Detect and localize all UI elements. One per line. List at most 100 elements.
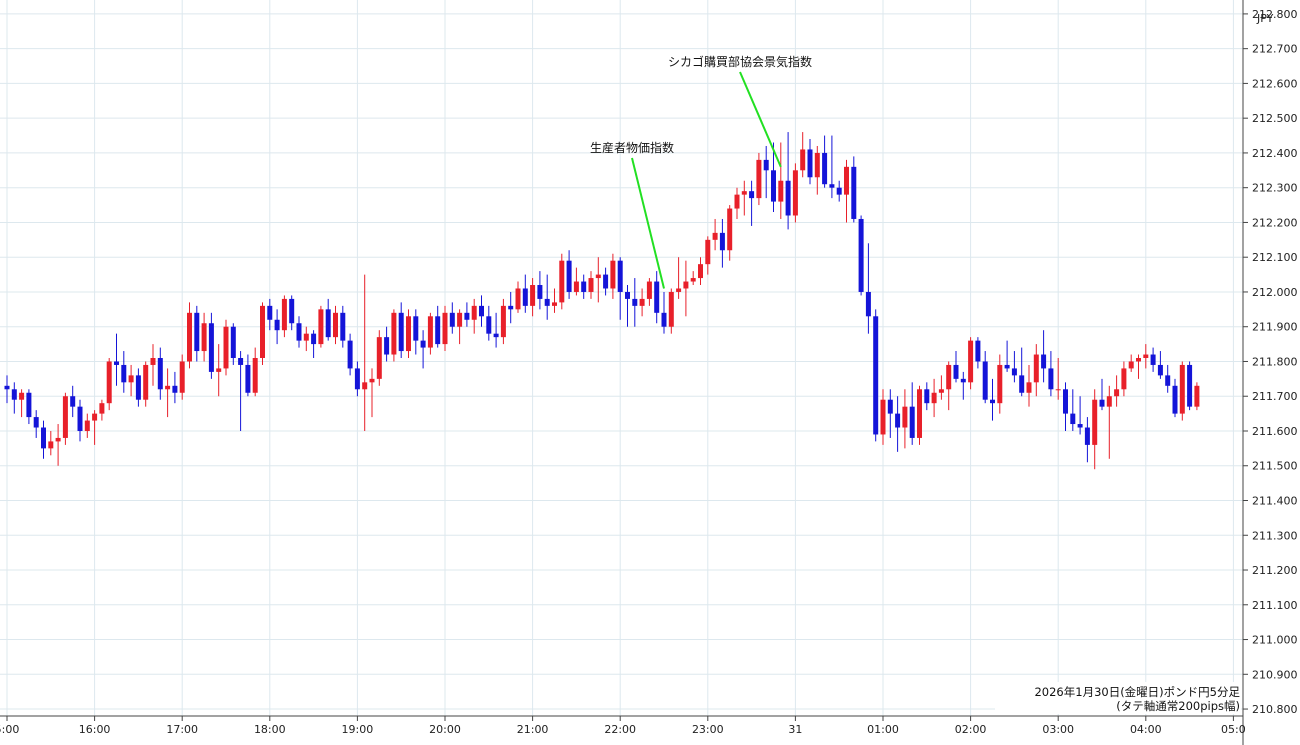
candle-body-down bbox=[1099, 399, 1105, 407]
candle-body-down bbox=[508, 305, 514, 310]
x-tick-label: 05:0 bbox=[1221, 723, 1246, 736]
candle-body-down bbox=[1063, 389, 1068, 414]
candle-body-down bbox=[267, 305, 273, 320]
y-tick-label: 212.000 bbox=[1252, 286, 1298, 299]
candle-body-up bbox=[595, 274, 601, 279]
x-tick-label: 16:00 bbox=[79, 723, 111, 736]
candle-body-up bbox=[1114, 389, 1120, 397]
candle-body-down bbox=[77, 406, 83, 431]
candle-body-down bbox=[26, 392, 32, 418]
candle-body-down bbox=[909, 406, 915, 438]
candle-body-up bbox=[427, 316, 433, 348]
candle-body-up bbox=[369, 378, 375, 383]
candle-body-down bbox=[829, 184, 835, 188]
chart-caption-line2: (タテ軸通常200pips幅) bbox=[1116, 699, 1240, 713]
candle-body-up bbox=[741, 191, 747, 195]
y-tick-label: 211.500 bbox=[1252, 460, 1298, 473]
candle-body-down bbox=[114, 361, 119, 365]
candle-body-up bbox=[1128, 361, 1134, 369]
x-tick-label: 03:00 bbox=[1042, 723, 1074, 736]
candle-body-down bbox=[544, 298, 550, 306]
candle-body-down bbox=[654, 281, 660, 313]
y-tick-label: 211.900 bbox=[1252, 321, 1298, 334]
candle-body-down bbox=[953, 364, 959, 379]
x-tick-label: 02:00 bbox=[955, 723, 987, 736]
candle-body-up bbox=[997, 364, 1003, 404]
candle-body-down bbox=[41, 427, 46, 449]
candle-body-up bbox=[471, 305, 477, 320]
candle-body-down bbox=[566, 260, 572, 292]
candle-body-down bbox=[230, 326, 236, 358]
candle-body-down bbox=[719, 232, 725, 251]
candle-body-down bbox=[873, 316, 879, 435]
candle-body-down bbox=[413, 316, 419, 341]
candle-body-up bbox=[1194, 385, 1200, 407]
candle-body-up bbox=[734, 194, 740, 209]
candle-body-up bbox=[362, 382, 368, 390]
x-tick-label: 04:00 bbox=[1130, 723, 1162, 736]
candle-body-down bbox=[858, 218, 864, 292]
y-tick-label: 210.900 bbox=[1252, 668, 1298, 681]
candle-body-down bbox=[763, 159, 769, 171]
candle-body-down bbox=[33, 417, 39, 428]
annotation-label: 生産者物価指数 bbox=[590, 140, 674, 155]
candle-body-up bbox=[588, 278, 594, 292]
candle-body-up bbox=[281, 298, 287, 331]
y-tick-label: 212.400 bbox=[1252, 147, 1298, 160]
candle-body-down bbox=[311, 333, 317, 345]
candle-body-up bbox=[406, 316, 411, 352]
y-tick-label: 211.000 bbox=[1252, 634, 1298, 647]
candle-body-up bbox=[712, 232, 718, 240]
candle-body-down bbox=[354, 368, 360, 390]
candle-body-down bbox=[632, 298, 638, 306]
candle-body-down bbox=[347, 340, 353, 369]
candle-body-down bbox=[982, 361, 988, 400]
candle-body-up bbox=[844, 166, 849, 195]
time-axis: 5:00 16:00 17:00 18:00 19:00 20:00 21:00 22:00 2… bbox=[0, 716, 1246, 736]
candle-body-up bbox=[668, 291, 674, 327]
candle-body-up bbox=[610, 260, 616, 289]
price-axis: 212.800 212.700 212.600 212.500 212.400 212.3… bbox=[1243, 8, 1298, 716]
x-tick-label: 18:00 bbox=[254, 723, 286, 736]
candle-body-up bbox=[318, 309, 324, 345]
candle-body-up bbox=[1055, 389, 1061, 391]
candle-body-up bbox=[165, 385, 171, 390]
candle-body-down bbox=[603, 274, 609, 289]
candle-body-up bbox=[223, 326, 229, 369]
candle-body-up bbox=[457, 312, 463, 327]
x-tick-label: 20:00 bbox=[429, 723, 461, 736]
candle-body-down bbox=[157, 358, 163, 390]
candle-body-down bbox=[625, 291, 630, 299]
candle-body-up bbox=[676, 288, 682, 292]
y-tick-label: 210.800 bbox=[1252, 703, 1298, 716]
candle-body-up bbox=[778, 180, 784, 202]
candle-body-up bbox=[552, 302, 557, 306]
candle-body-down bbox=[836, 187, 842, 195]
annotation-pointer bbox=[631, 157, 665, 289]
y-tick-label: 211.300 bbox=[1252, 529, 1298, 542]
candle-body-up bbox=[99, 403, 105, 414]
x-tick-label: 01:00 bbox=[867, 723, 899, 736]
candle-body-up bbox=[756, 159, 762, 199]
candle-body-down bbox=[420, 340, 426, 348]
y-tick-label: 212.700 bbox=[1252, 43, 1298, 56]
candle-body-up bbox=[559, 260, 565, 303]
candle-body-down bbox=[617, 260, 623, 292]
annotation-label: シカゴ購買部協会景気指数 bbox=[668, 54, 812, 69]
candle-body-down bbox=[325, 309, 331, 338]
candle-body-down bbox=[1187, 364, 1193, 407]
candle-body-down bbox=[208, 323, 214, 372]
candle-body-up bbox=[333, 312, 338, 338]
candle-body-up bbox=[792, 170, 798, 216]
candle-body-down bbox=[398, 312, 404, 352]
candle-body-up bbox=[917, 389, 922, 438]
candle-body-down bbox=[581, 281, 587, 292]
candle-body-down bbox=[135, 375, 141, 400]
candle-body-down bbox=[274, 319, 280, 331]
candle-body-up bbox=[1136, 358, 1141, 362]
candle-body-up bbox=[938, 389, 944, 393]
candle-body-up bbox=[800, 149, 806, 171]
candle-body-up bbox=[1092, 399, 1098, 445]
candle-body-down bbox=[172, 385, 178, 393]
annotation-pointer bbox=[739, 71, 782, 168]
